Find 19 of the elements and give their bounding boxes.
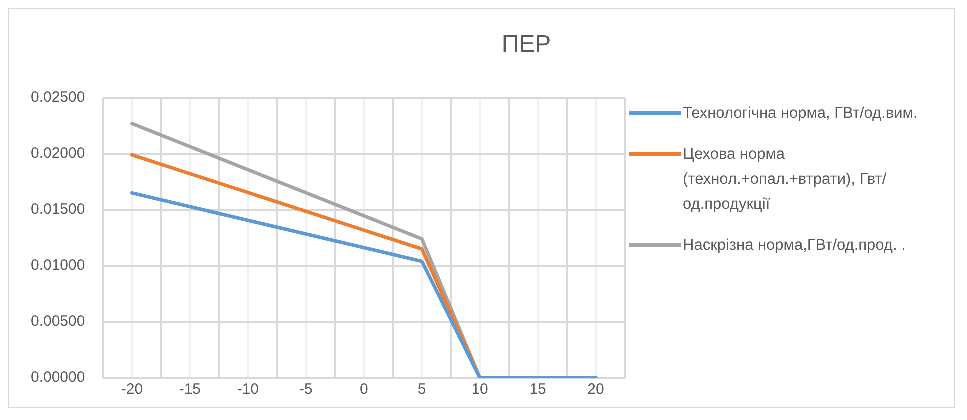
x-tick-label: -15 <box>179 381 202 398</box>
x-tick-label: -20 <box>121 381 144 398</box>
y-tick-label: 0.00000 <box>30 369 86 386</box>
y-tick-label: 0.02500 <box>30 89 86 106</box>
x-tick-label: 0 <box>360 381 368 398</box>
x-tick-label: 20 <box>588 381 604 398</box>
y-tick-label: 0.00500 <box>30 313 86 330</box>
x-tick-label: 10 <box>472 381 488 398</box>
chart-title: ПЕР <box>500 30 552 60</box>
legend-label: Цехова норма (технол.+опал.+втрати), Гвт/од.продукції <box>683 145 888 215</box>
y-tick-label: 0.01000 <box>30 257 86 274</box>
y-tick-label: 0.01500 <box>30 201 86 218</box>
legend-label: Наскрізна норма,ГВт/од.прод. . <box>683 236 906 256</box>
x-tick-label: 5 <box>418 381 426 398</box>
y-tick-label: 0.02000 <box>30 145 86 162</box>
x-tick-label: -5 <box>299 381 313 398</box>
legend-label: Технологічна норма, ГВт/од.вим. <box>683 104 918 124</box>
x-tick-label: 15 <box>530 381 546 398</box>
x-tick-label: -10 <box>237 381 260 398</box>
